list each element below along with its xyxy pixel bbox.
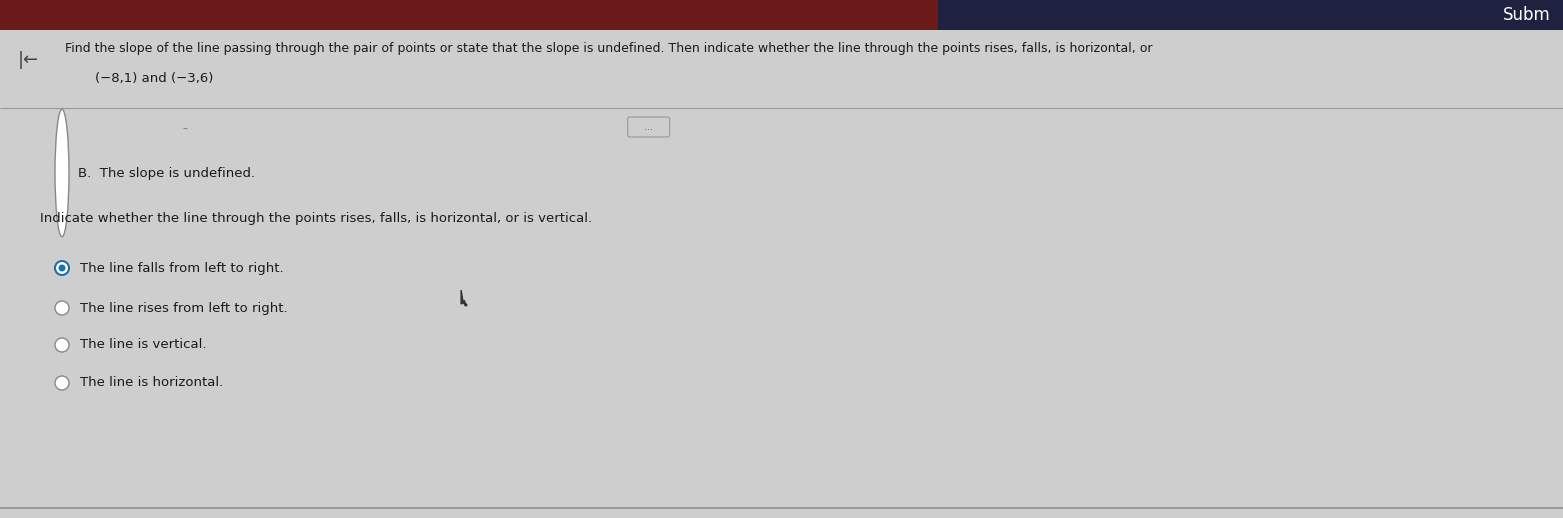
- Text: Find the slope of the line passing through the pair of points or state that the : Find the slope of the line passing throu…: [66, 41, 1152, 54]
- Text: –: –: [183, 123, 188, 133]
- Text: Indicate whether the line through the points rises, falls, is horizontal, or is : Indicate whether the line through the po…: [41, 211, 592, 224]
- Text: ...: ...: [644, 122, 653, 132]
- Ellipse shape: [55, 261, 69, 275]
- FancyBboxPatch shape: [0, 0, 938, 30]
- Ellipse shape: [55, 109, 69, 237]
- Text: The line is horizontal.: The line is horizontal.: [80, 377, 224, 390]
- Text: Subm: Subm: [1504, 6, 1550, 24]
- Text: (−8,1) and (−3,6): (−8,1) and (−3,6): [95, 71, 214, 84]
- Text: |←: |←: [19, 51, 39, 69]
- Ellipse shape: [55, 338, 69, 352]
- FancyBboxPatch shape: [938, 0, 1563, 30]
- Ellipse shape: [58, 265, 66, 271]
- Text: B.  The slope is undefined.: B. The slope is undefined.: [78, 166, 255, 180]
- FancyBboxPatch shape: [628, 117, 669, 137]
- Text: The line is vertical.: The line is vertical.: [80, 338, 206, 352]
- Ellipse shape: [55, 376, 69, 390]
- Polygon shape: [461, 290, 467, 306]
- Ellipse shape: [55, 301, 69, 315]
- Text: The line rises from left to right.: The line rises from left to right.: [80, 301, 288, 314]
- Text: The line falls from left to right.: The line falls from left to right.: [80, 262, 283, 275]
